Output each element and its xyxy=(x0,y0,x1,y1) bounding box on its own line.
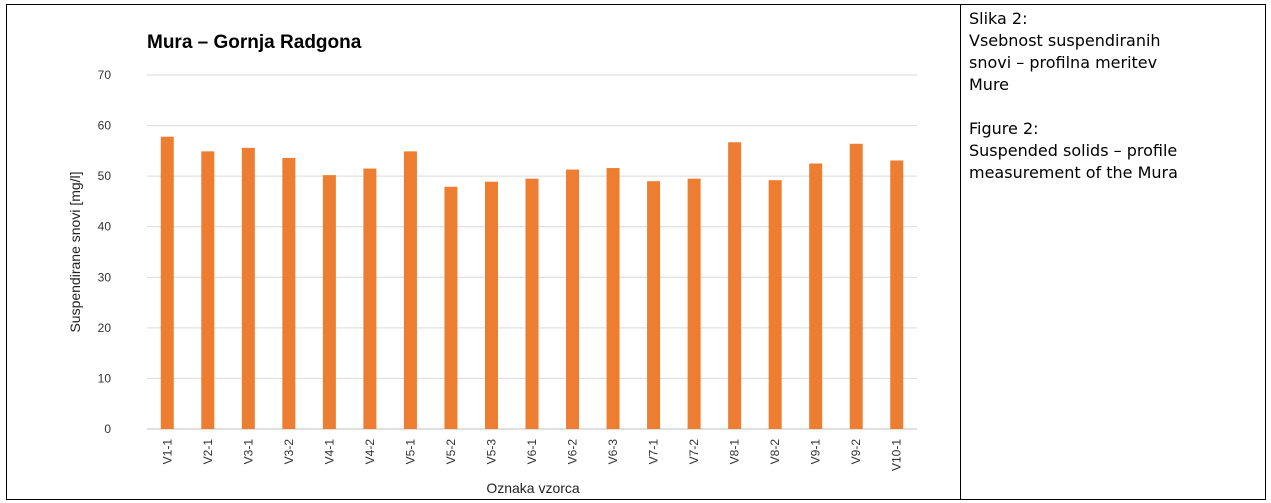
x-tick-label: V4-1 xyxy=(322,439,336,465)
bar xyxy=(809,163,823,429)
caption-sl-line: Slika 2: xyxy=(969,9,1028,28)
y-tick-label: 60 xyxy=(98,119,112,133)
x-tick-label: V3-2 xyxy=(282,439,296,465)
x-tick-label: V4-2 xyxy=(363,439,377,465)
caption-en-line: Suspended solids – profile xyxy=(969,141,1178,160)
x-tick-label: V8-1 xyxy=(728,439,742,465)
x-tick-label: V3-1 xyxy=(241,439,255,465)
bar xyxy=(403,151,417,429)
bar xyxy=(849,143,863,429)
bar xyxy=(282,157,296,430)
x-tick-label: V7-1 xyxy=(647,439,661,465)
y-tick-label: 10 xyxy=(98,371,112,385)
bar xyxy=(687,178,701,429)
caption-sl-line: Vsebnost suspendiranih xyxy=(969,31,1161,50)
y-tick-label: 30 xyxy=(98,270,112,284)
x-tick-label: V6-2 xyxy=(566,439,580,465)
bar xyxy=(728,142,742,429)
figure-frame: Mura – Gornja Radgona 0 10 20 30 40 50 60 70 V1… xyxy=(6,4,1266,500)
x-tick-label: V9-1 xyxy=(809,439,823,465)
bars xyxy=(160,136,904,430)
caption-en-line: Figure 2: xyxy=(969,119,1039,138)
y-tick-label: 0 xyxy=(104,422,111,436)
x-tick-label: V8-2 xyxy=(768,439,782,465)
chart-title: Mura – Gornja Radgona xyxy=(147,32,362,53)
caption-en-line: measurement of the Mura xyxy=(969,163,1178,182)
bar xyxy=(363,168,377,430)
y-tick-label: 70 xyxy=(98,68,112,82)
bar xyxy=(606,168,620,429)
bar xyxy=(322,175,336,429)
caption-sl-line: snovi – profilna meritev xyxy=(969,53,1158,72)
x-tick-label: V1-1 xyxy=(160,439,174,465)
x-tick-label: V5-2 xyxy=(444,439,458,465)
x-tick-label: V6-1 xyxy=(525,439,539,465)
bar xyxy=(241,147,255,429)
bar xyxy=(647,181,661,429)
bar xyxy=(525,178,539,429)
bar xyxy=(768,180,782,429)
y-axis-ticks: 0 10 20 30 40 50 60 70 xyxy=(98,68,112,436)
caption-panel: Slika 2: Vsebnost suspendiranih snovi – … xyxy=(969,8,1261,206)
x-tick-label: V7-2 xyxy=(687,439,701,465)
y-tick-label: 50 xyxy=(98,169,112,183)
y-tick-label: 40 xyxy=(98,220,112,234)
y-tick-label: 20 xyxy=(98,321,112,335)
x-axis-label: Oznaka vzorca xyxy=(486,480,580,496)
x-tick-label: V9-2 xyxy=(849,439,863,465)
x-tick-label: V2-1 xyxy=(201,439,215,465)
x-tick-label: V6-3 xyxy=(606,439,620,465)
bar xyxy=(444,186,458,429)
x-tick-label: V5-3 xyxy=(484,439,498,465)
caption-english: Figure 2: Suspended solids – profile mea… xyxy=(969,118,1261,184)
caption-sl-line: Mure xyxy=(969,75,1010,94)
bar xyxy=(566,169,580,429)
chart-panel: Mura – Gornja Radgona 0 10 20 30 40 50 60 70 V1… xyxy=(7,5,961,499)
caption-slovene: Slika 2: Vsebnost suspendiranih snovi – … xyxy=(969,8,1261,96)
bar xyxy=(201,151,215,429)
x-tick-label: V10-1 xyxy=(890,439,904,471)
y-axis-label: Suspendirane snovi [mg/l] xyxy=(67,171,83,332)
x-tick-label: V5-1 xyxy=(403,439,417,465)
bar-chart: Mura – Gornja Radgona 0 10 20 30 40 50 60 70 V1… xyxy=(67,32,917,496)
bar xyxy=(890,160,904,430)
bar xyxy=(160,136,174,429)
bar xyxy=(484,181,498,429)
x-axis-ticks: V1-1 V2-1 V3-1 V3-2 V4-1 V4-2 V5-1 V5-2 V5-3 V6-1… xyxy=(160,439,903,471)
